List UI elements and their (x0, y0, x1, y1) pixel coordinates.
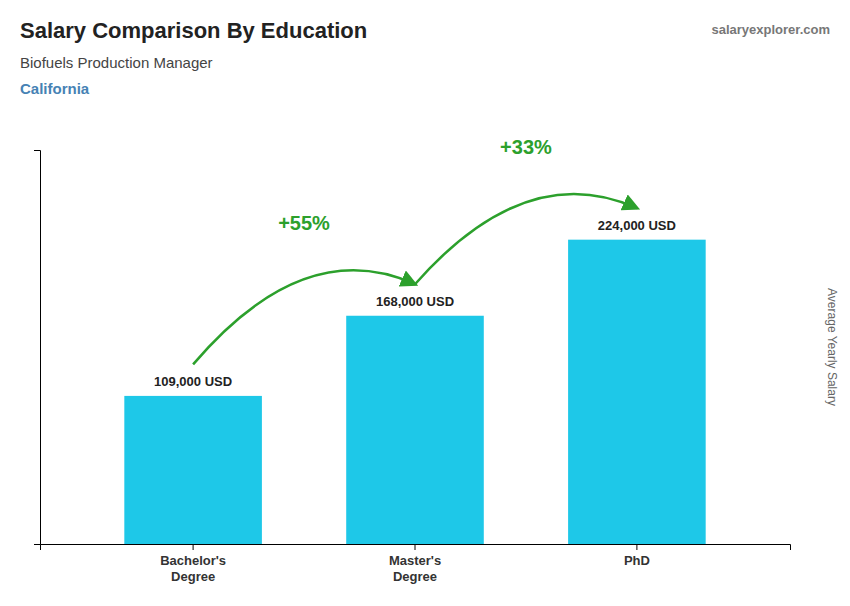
bar (568, 240, 706, 544)
x-axis: Bachelor'sDegree Master'sDegree PhD (41, 544, 791, 584)
x-tick: Master'sDegree (389, 544, 441, 584)
change-label: +33% (500, 136, 552, 158)
title: Salary Comparison By Education (20, 18, 367, 43)
subtitle: Biofuels Production Manager (20, 54, 213, 71)
x-tick: Bachelor'sDegree (160, 544, 226, 584)
data-label: 168,000 USD (376, 294, 454, 309)
y-axis-line (34, 151, 41, 545)
y-axis-title: Average Yearly Salary (825, 288, 839, 406)
bar (346, 316, 484, 544)
y-axis (34, 151, 41, 545)
change-arrow (193, 270, 415, 364)
location: California (20, 80, 90, 97)
x-tick-label: PhD (624, 553, 650, 568)
bar (124, 396, 262, 544)
plot: Bachelor'sDegree Master'sDegree PhD 109,000… (34, 136, 791, 584)
x-tick-mark (193, 544, 194, 550)
data-labels: 109,000 USD 168,000 USD 224,000 USD (154, 218, 676, 389)
x-tick-mark (415, 544, 416, 550)
x-tick-mark (636, 544, 637, 550)
chart: Salary Comparison By Education Biofuels P… (0, 0, 850, 606)
data-label: 224,000 USD (598, 218, 676, 233)
watermark: salaryexplorer.com (711, 22, 830, 37)
x-tick-label: Master'sDegree (389, 553, 441, 584)
x-tick-label: Bachelor'sDegree (160, 553, 226, 584)
bars (124, 240, 705, 544)
data-label: 109,000 USD (154, 374, 232, 389)
x-axis-line (41, 545, 791, 551)
x-tick: PhD (624, 544, 650, 568)
change-annotations: +55% +33% (193, 136, 637, 364)
change-label: +55% (278, 212, 330, 234)
change-arrow (415, 194, 637, 284)
